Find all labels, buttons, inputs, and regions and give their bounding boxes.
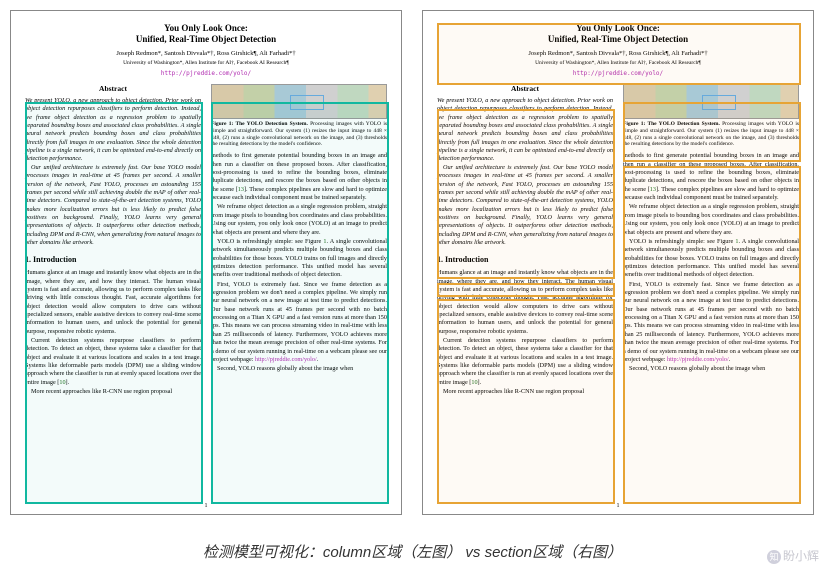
watermark: 知盼小辉 [767, 547, 819, 564]
page-number: 1 [423, 502, 813, 510]
section-heading: 1. Introduction [25, 255, 201, 266]
abstract-para: We present YOLO, a new approach to objec… [25, 97, 201, 164]
body-para: methods to first generate potential boun… [623, 152, 799, 202]
abstract-heading: Abstract [25, 84, 201, 94]
abstract-heading: Abstract [437, 84, 613, 94]
page-left: You Only Look Once:Unified, Real-Time Ob… [10, 10, 402, 515]
text-columns: Abstract We present YOLO, a new approach… [437, 84, 799, 398]
affiliation: University of Washington*, Allen Institu… [437, 60, 799, 67]
figure-image [623, 84, 799, 119]
body-para: Humans glance at an image and instantly … [25, 269, 201, 336]
body-para: Second, YOLO reasons globally about the … [623, 365, 799, 373]
body-para: Current detection systems repurpose clas… [437, 337, 613, 387]
section-heading: 1. Introduction [437, 255, 613, 266]
page-number: 1 [11, 502, 401, 510]
body-para: More recent approaches like R-CNN use re… [437, 388, 613, 396]
project-url: http://pjreddie.com/yolo/ [437, 70, 799, 78]
body-para: Humans glance at an image and instantly … [437, 269, 613, 336]
inline-link[interactable]: http://pjreddie.com/yolo/ [255, 356, 317, 363]
project-link[interactable]: http://pjreddie.com/yolo/ [161, 70, 251, 77]
paper-title: You Only Look Once:Unified, Real-Time Ob… [25, 23, 387, 46]
authors: Joseph Redmon*, Santosh Divvala*†, Ross … [25, 50, 387, 59]
column-2: Figure 1: The YOLO Detection System. Pro… [623, 84, 799, 398]
abstract-para: Our unified architecture is extremely fa… [437, 164, 613, 248]
project-link[interactable]: http://pjreddie.com/yolo/ [573, 70, 663, 77]
body-para: YOLO is refreshingly simple: see Figure … [623, 238, 799, 280]
comparison-container: You Only Look Once:Unified, Real-Time Ob… [0, 0, 825, 525]
body-para: First, YOLO is extremely fast. Since we … [623, 281, 799, 365]
column-2: Figure 1: The YOLO Detection System. Pro… [211, 84, 387, 398]
figure-image [211, 84, 387, 119]
project-url: http://pjreddie.com/yolo/ [25, 70, 387, 78]
title-block: You Only Look Once:Unified, Real-Time Ob… [25, 23, 387, 78]
body-para: Current detection systems repurpose clas… [25, 337, 201, 387]
figure-1: Figure 1: The YOLO Detection System. Pro… [623, 84, 799, 149]
text-columns: Abstract We present YOLO, a new approach… [25, 84, 387, 398]
column-1: Abstract We present YOLO, a new approach… [25, 84, 201, 398]
abstract-para: We present YOLO, a new approach to objec… [437, 97, 613, 164]
page-right: You Only Look Once:Unified, Real-Time Ob… [422, 10, 814, 515]
watermark-icon: 知 [767, 550, 781, 564]
body-para: We reframe object detection as a single … [623, 203, 799, 236]
column-1: Abstract We present YOLO, a new approach… [437, 84, 613, 398]
affiliation: University of Washington*, Allen Institu… [25, 60, 387, 67]
abstract-para: Our unified architecture is extremely fa… [25, 164, 201, 248]
title-block: You Only Look Once:Unified, Real-Time Ob… [437, 23, 799, 78]
body-para: First, YOLO is extremely fast. Since we … [211, 281, 387, 365]
inline-link[interactable]: http://pjreddie.com/yolo/ [667, 356, 729, 363]
figure-1: Figure 1: The YOLO Detection System. Pro… [211, 84, 387, 149]
body-para: More recent approaches like R-CNN use re… [25, 388, 201, 396]
body-para: Second, YOLO reasons globally about the … [211, 365, 387, 373]
authors: Joseph Redmon*, Santosh Divvala*†, Ross … [437, 50, 799, 59]
abstract-body: We present YOLO, a new approach to objec… [437, 97, 613, 247]
figure-caption: Figure 1: The YOLO Detection System. Pro… [211, 121, 387, 149]
body-para: We reframe object detection as a single … [211, 203, 387, 236]
body-para: methods to first generate potential boun… [211, 152, 387, 202]
figure-caption: Figure 1: The YOLO Detection System. Pro… [623, 121, 799, 149]
abstract-body: We present YOLO, a new approach to objec… [25, 97, 201, 247]
paper-title: You Only Look Once:Unified, Real-Time Ob… [437, 23, 799, 46]
comparison-caption: 检测模型可视化：column区域（左图） vs section区域（右图） [0, 541, 825, 562]
body-para: YOLO is refreshingly simple: see Figure … [211, 238, 387, 280]
